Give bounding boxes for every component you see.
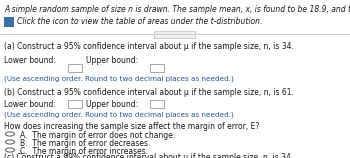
Text: Upper bound:: Upper bound: [86, 100, 138, 109]
FancyBboxPatch shape [150, 64, 164, 72]
FancyBboxPatch shape [68, 64, 82, 72]
Text: A simple random sample of size n is drawn. The sample mean, x, is found to be 18: A simple random sample of size n is draw… [4, 5, 350, 14]
FancyBboxPatch shape [4, 17, 14, 27]
Text: C.  The margin of error increases.: C. The margin of error increases. [20, 147, 148, 156]
Text: A.  The margin of error does not change.: A. The margin of error does not change. [20, 131, 175, 140]
Text: Lower bound:: Lower bound: [4, 56, 56, 65]
Text: Click the icon to view the table of areas under the t-distribution.: Click the icon to view the table of area… [17, 17, 262, 26]
Text: (c) Construct a 99% confidence interval about μ if the sample size, n, is 34.: (c) Construct a 99% confidence interval … [4, 153, 293, 158]
FancyBboxPatch shape [68, 100, 82, 108]
Text: B.  The margin of error decreases.: B. The margin of error decreases. [20, 139, 150, 148]
Text: (Use ascending order. Round to two decimal places as needed.): (Use ascending order. Round to two decim… [4, 112, 234, 118]
Circle shape [6, 140, 15, 144]
Circle shape [6, 148, 15, 152]
Text: (a) Construct a 95% confidence interval about μ if the sample size, n, is 34.: (a) Construct a 95% confidence interval … [4, 42, 294, 51]
Text: Upper bound:: Upper bound: [86, 56, 138, 65]
Circle shape [6, 132, 15, 136]
FancyBboxPatch shape [154, 32, 196, 38]
Text: (b) Construct a 95% confidence interval about μ if the sample size, n, is 61.: (b) Construct a 95% confidence interval … [4, 88, 294, 97]
FancyBboxPatch shape [150, 100, 164, 108]
Text: How does increasing the sample size affect the margin of error, E?: How does increasing the sample size affe… [4, 122, 259, 131]
Text: Lower bound:: Lower bound: [4, 100, 56, 109]
Text: (Use ascending order. Round to two decimal places as needed.): (Use ascending order. Round to two decim… [4, 76, 234, 82]
